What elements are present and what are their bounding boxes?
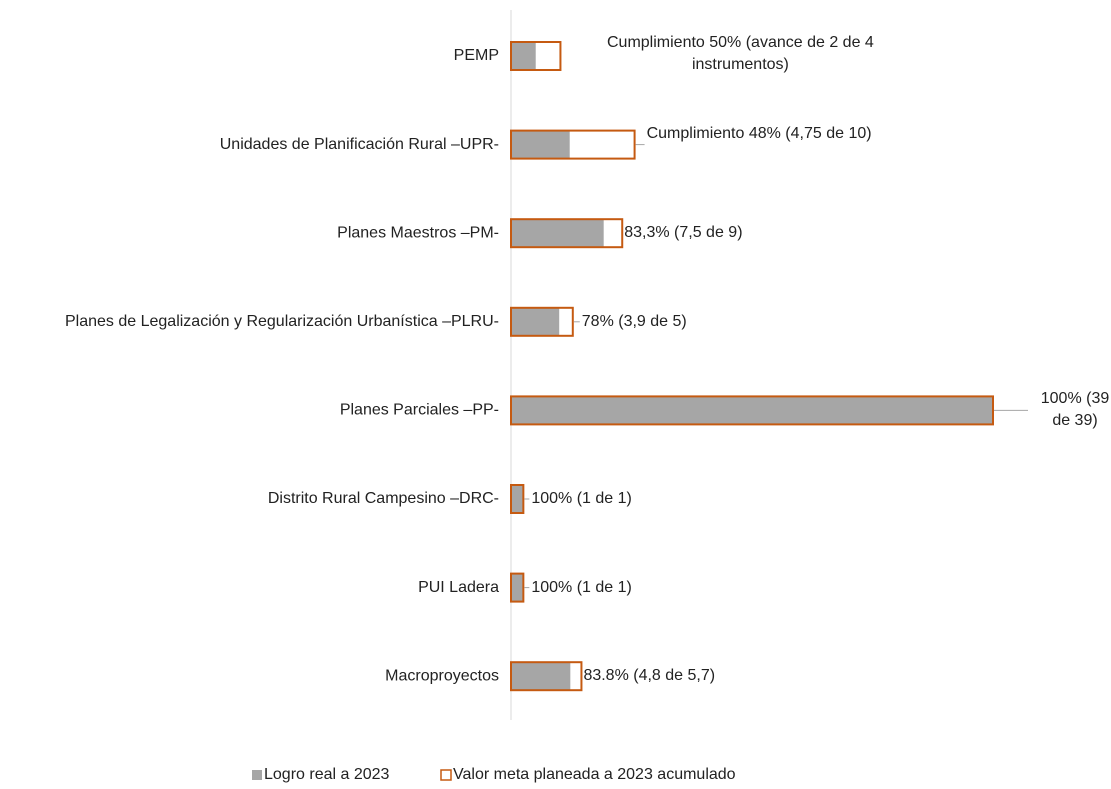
data-label: 100% (1 de 1) bbox=[531, 490, 632, 507]
bar-target bbox=[510, 395, 994, 426]
bar-actual bbox=[511, 219, 604, 248]
bar-actual bbox=[511, 662, 571, 691]
data-label: Cumplimiento 48% (4,75 de 10) bbox=[646, 124, 872, 142]
legend-label: Logro real a 2023 bbox=[264, 766, 390, 783]
legend-swatch bbox=[440, 769, 452, 781]
bar-actual bbox=[511, 396, 993, 425]
data-label: 83.8% (4,8 de 5,7) bbox=[583, 667, 716, 685]
bar-actual bbox=[511, 485, 524, 513]
category-label: Macroproyectos bbox=[385, 667, 499, 684]
bar-actual bbox=[511, 573, 524, 602]
category-label: Planes de Legalización y Regularización … bbox=[65, 313, 499, 330]
legend-label: Valor meta planeada a 2023 acumulado bbox=[453, 766, 736, 783]
legend-swatch bbox=[252, 770, 262, 780]
data-label: Cumplimiento 50% (avance de 2 de 4 instr… bbox=[607, 34, 874, 73]
category-label: PEMP bbox=[454, 47, 499, 64]
category-label: Planes Parciales –PP- bbox=[340, 402, 499, 419]
bar-target bbox=[510, 572, 525, 603]
data-label: 100% (1 de 1) bbox=[531, 578, 632, 596]
data-label: 83,3% (7,5 de 9) bbox=[624, 224, 743, 242]
bar-target bbox=[510, 484, 525, 514]
bar-actual bbox=[511, 307, 560, 336]
category-label: Distrito Rural Campesino –DRC- bbox=[268, 490, 499, 507]
bar-actual bbox=[511, 130, 570, 159]
bar-target bbox=[510, 306, 574, 337]
bar-actual bbox=[511, 42, 536, 70]
data-label: 78% (3,9 de 5) bbox=[581, 312, 687, 330]
category-label: PUI Ladera bbox=[418, 579, 499, 596]
bar-target bbox=[510, 218, 624, 249]
category-label: Planes Maestros –PM- bbox=[337, 224, 499, 241]
bar-target bbox=[510, 41, 562, 71]
bar-target bbox=[510, 661, 583, 692]
data-label: 100% (39 de 39) bbox=[1040, 390, 1110, 430]
bar-target bbox=[510, 129, 636, 160]
category-label: Unidades de Planificación Rural –UPR- bbox=[220, 136, 499, 153]
